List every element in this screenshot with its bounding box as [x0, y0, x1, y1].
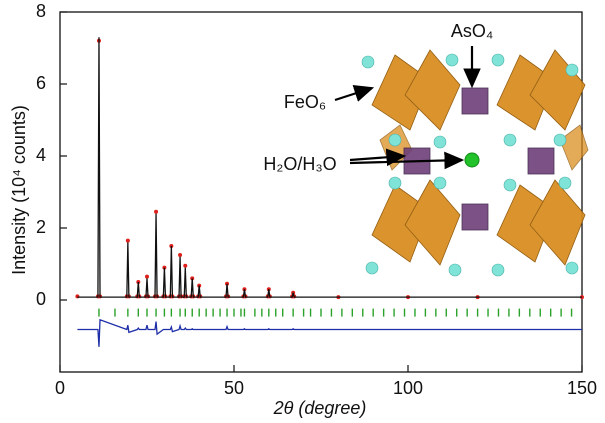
y-tick-label: 4	[36, 145, 46, 165]
y-tick-label: 8	[36, 1, 46, 21]
y-tick-label: 2	[36, 217, 46, 237]
x-tick-label: 0	[55, 378, 65, 398]
series-line	[77, 320, 582, 347]
y-tick-label: 0	[36, 289, 46, 309]
crystal-structure	[362, 50, 588, 276]
annotation: H₂O/H₃O	[263, 154, 336, 174]
x-tick-label: 150	[567, 378, 597, 398]
y-tick-label: 6	[36, 73, 46, 93]
x-tick-label: 50	[224, 378, 244, 398]
observed-point	[126, 239, 130, 243]
observed-point	[145, 275, 149, 279]
annotation: FeO₆	[284, 92, 326, 112]
observed-point	[75, 294, 79, 298]
observed-point	[183, 264, 187, 268]
x-tick-label: 100	[393, 378, 423, 398]
plot-frame	[60, 12, 582, 372]
observed-point	[154, 210, 158, 214]
chart: 2θ (degree) Intensity (10⁴ counts) 0 2 4 6 8…	[0, 0, 605, 423]
y-axis-label: Intensity (10⁴ counts)	[9, 105, 29, 275]
observed-point	[178, 253, 182, 257]
x-axis-label: 2θ (degree)	[273, 398, 367, 418]
annotation: AsO₄	[451, 21, 493, 41]
